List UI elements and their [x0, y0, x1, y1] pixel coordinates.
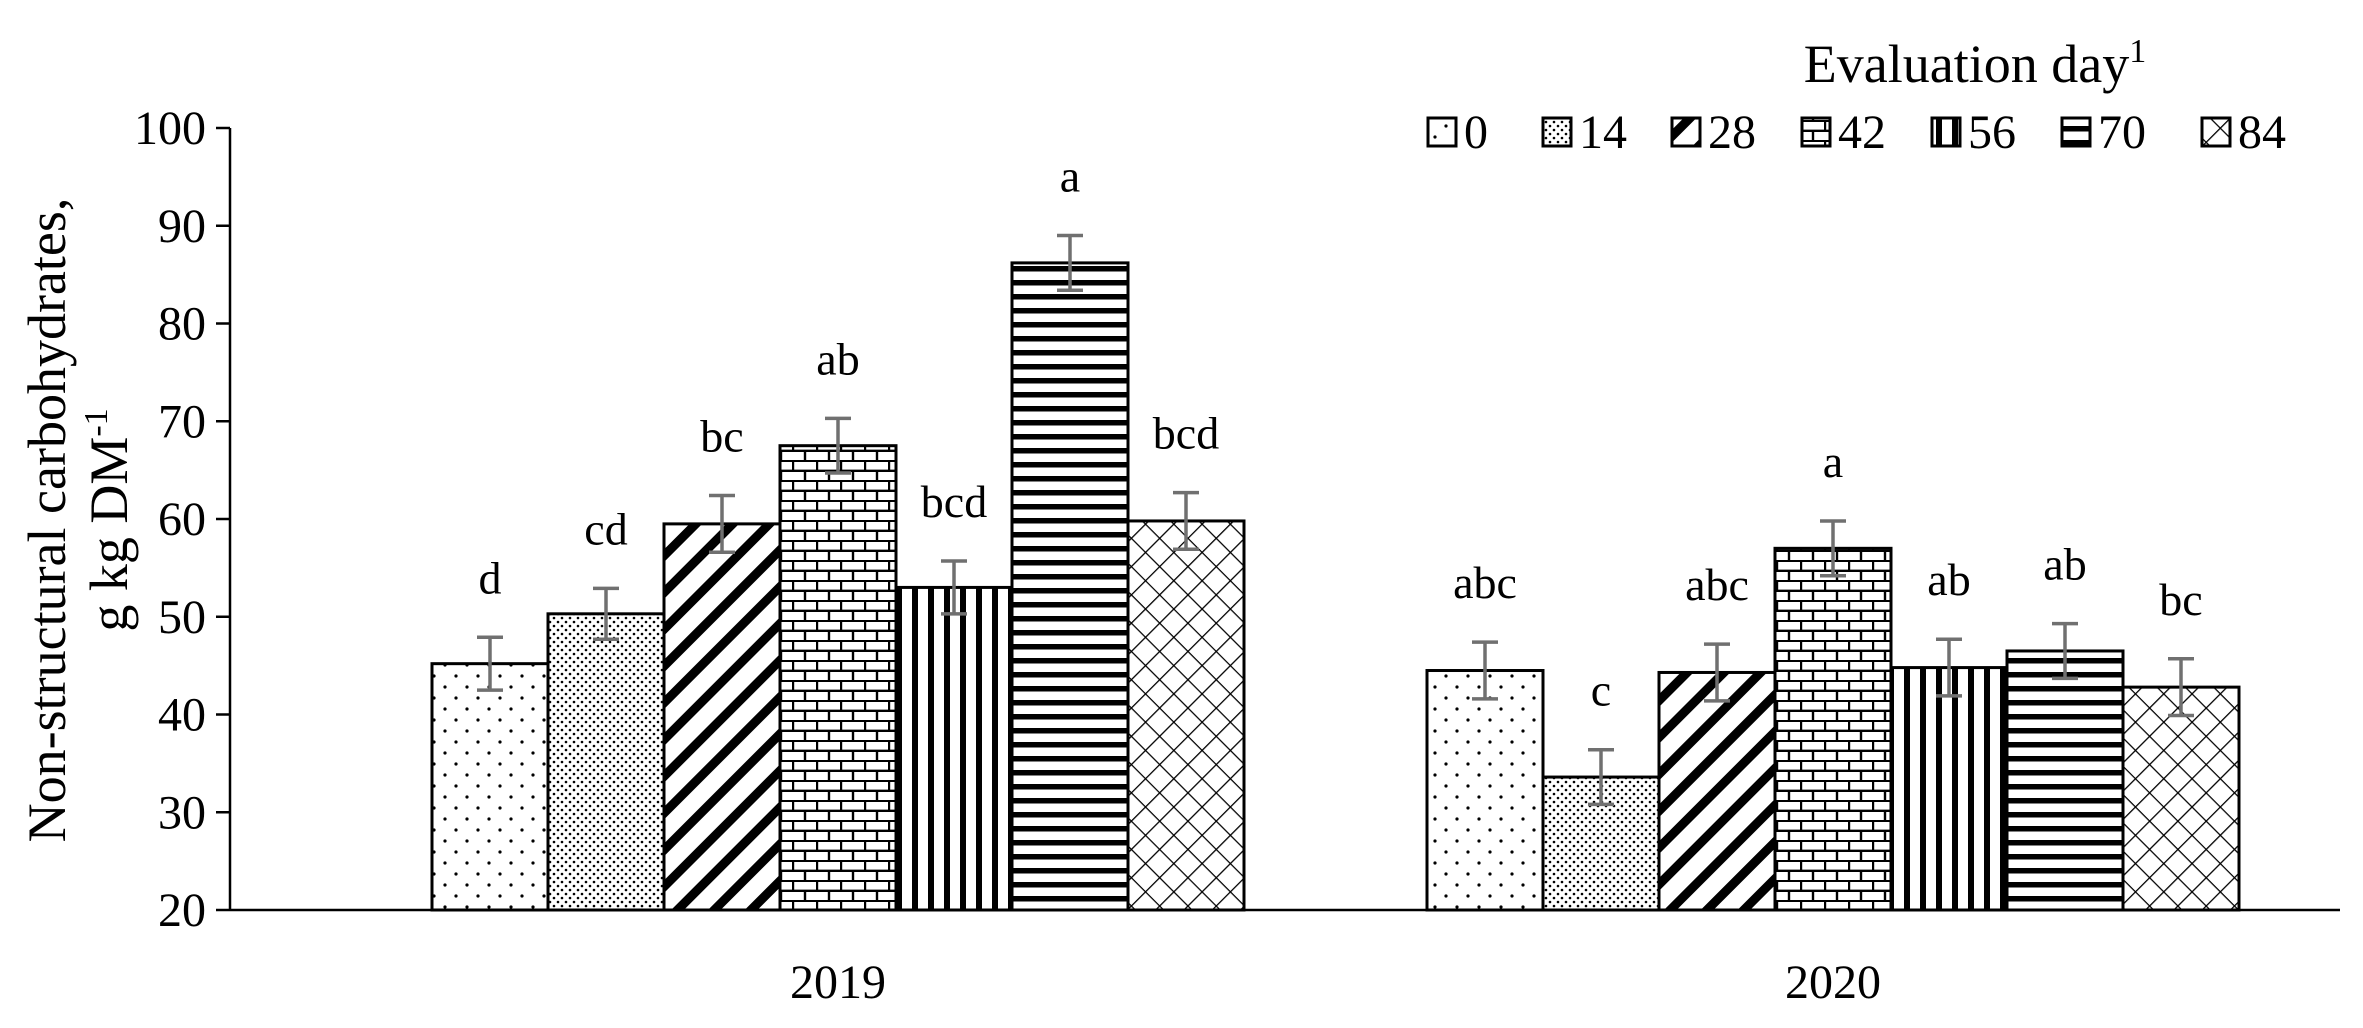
- significance-label: a: [1060, 151, 1080, 202]
- y-tick-label: 90: [158, 200, 206, 253]
- legend-swatch: [1426, 116, 1458, 148]
- legend-item-0: 0: [1426, 106, 1488, 159]
- significance-label: ab: [1927, 554, 1970, 605]
- legend-item-70: 70: [2060, 106, 2146, 159]
- svg-text:g kg DM-1: g kg DM-1: [78, 408, 139, 631]
- error-bar: [1936, 637, 1962, 698]
- legend-swatch: [2200, 116, 2232, 148]
- bar-day-0-2019: [430, 662, 550, 912]
- significance-label: bc: [700, 411, 743, 462]
- significance-label: bcd: [921, 476, 987, 527]
- significance-label: cd: [584, 503, 627, 554]
- x-category-label: 2019: [790, 956, 886, 1009]
- legend-swatch: [1541, 116, 1573, 148]
- legend-label: 84: [2238, 106, 2286, 159]
- significance-label: c: [1591, 665, 1611, 716]
- y-tick-label: 30: [158, 786, 206, 839]
- significance-label: bc: [2159, 574, 2202, 625]
- bar-day-56-2020: [1889, 666, 2009, 912]
- bar-group-2020: abc c abc a ab ab bc: [1425, 436, 2241, 912]
- error-bar: [2168, 657, 2194, 718]
- error-bar: [1704, 642, 1730, 703]
- legend-item-56: 56: [1930, 106, 2016, 159]
- significance-label: ab: [816, 333, 859, 384]
- y-tick-label: 20: [158, 884, 206, 937]
- svg-text:Evaluation day1: Evaluation day1: [1804, 33, 2146, 94]
- legend-swatch: [1670, 116, 1702, 148]
- x-category-label: 2020: [1785, 956, 1881, 1009]
- legend-swatch: [1930, 116, 1962, 148]
- bar-day-0-2020: [1425, 669, 1545, 912]
- legend-label: 14: [1579, 106, 1627, 159]
- bar-day-56-2019: [894, 585, 1014, 912]
- svg-text:Non-structural carbohydrates,: Non-structural carbohydrates,: [17, 198, 77, 843]
- significance-label: abc: [1685, 559, 1749, 610]
- error-bar: [593, 586, 619, 641]
- legend-label: 42: [1838, 106, 1886, 159]
- error-bar: [2052, 621, 2078, 681]
- legend-swatch: [2060, 116, 2092, 148]
- y-axis-title: Non-structural carbohydrates, g kg DM-1: [17, 198, 139, 843]
- bar-group-2019: d cd bc ab bcd a bcd: [430, 151, 1246, 912]
- legend-item-28: 28: [1670, 106, 1756, 159]
- error-bar: [477, 635, 503, 692]
- legend-label: 28: [1708, 106, 1756, 159]
- error-bar: [1173, 490, 1199, 552]
- significance-label: abc: [1453, 557, 1517, 608]
- bar-day-14-2019: [546, 612, 666, 912]
- bar-day-84-2020: [2121, 685, 2241, 912]
- y-axis-title-line1: Non-structural carbohydrates,: [17, 198, 77, 843]
- significance-label: ab: [2043, 539, 2086, 590]
- bar-day-42-2020: [1773, 546, 1893, 912]
- legend-item-84: 84: [2200, 106, 2286, 159]
- legend-title-superscript: 1: [2129, 33, 2146, 70]
- significance-label: d: [479, 552, 502, 603]
- y-axis-unit-superscript: -1: [78, 408, 115, 436]
- legend-label: 70: [2098, 106, 2146, 159]
- error-bar: [1820, 519, 1846, 578]
- error-bar: [1472, 640, 1498, 701]
- y-tick-label: 70: [158, 395, 206, 448]
- bar-day-70-2019: [1010, 261, 1130, 912]
- legend-item-42: 42: [1800, 106, 1886, 159]
- error-bar: [941, 559, 967, 616]
- y-tick-label: 80: [158, 298, 206, 351]
- y-tick-label: 60: [158, 493, 206, 546]
- legend-label: 56: [1968, 106, 2016, 159]
- legend-swatch: [1800, 116, 1832, 148]
- bar-day-28-2019: [662, 522, 782, 912]
- error-bar: [1588, 747, 1614, 807]
- significance-label: a: [1823, 436, 1843, 487]
- bar-day-42-2019: [778, 444, 898, 912]
- y-axis-title-line2: g kg DM: [79, 437, 139, 632]
- bar-day-84-2019: [1126, 519, 1246, 912]
- legend: Evaluation day1 0 14 28 42 56 70 84: [1426, 33, 2286, 159]
- legend-title: Evaluation day: [1804, 34, 2129, 94]
- error-bar: [709, 493, 735, 554]
- error-bar: [825, 416, 851, 475]
- legend-item-14: 14: [1541, 106, 1627, 159]
- y-tick-label: 100: [134, 102, 206, 155]
- bar-day-28-2020: [1657, 670, 1777, 912]
- significance-label: bcd: [1153, 408, 1219, 459]
- legend-label: 0: [1464, 106, 1488, 159]
- bar-day-70-2020: [2005, 649, 2125, 912]
- y-tick-label: 40: [158, 689, 206, 742]
- y-tick-label: 50: [158, 591, 206, 644]
- error-bar: [1057, 233, 1083, 293]
